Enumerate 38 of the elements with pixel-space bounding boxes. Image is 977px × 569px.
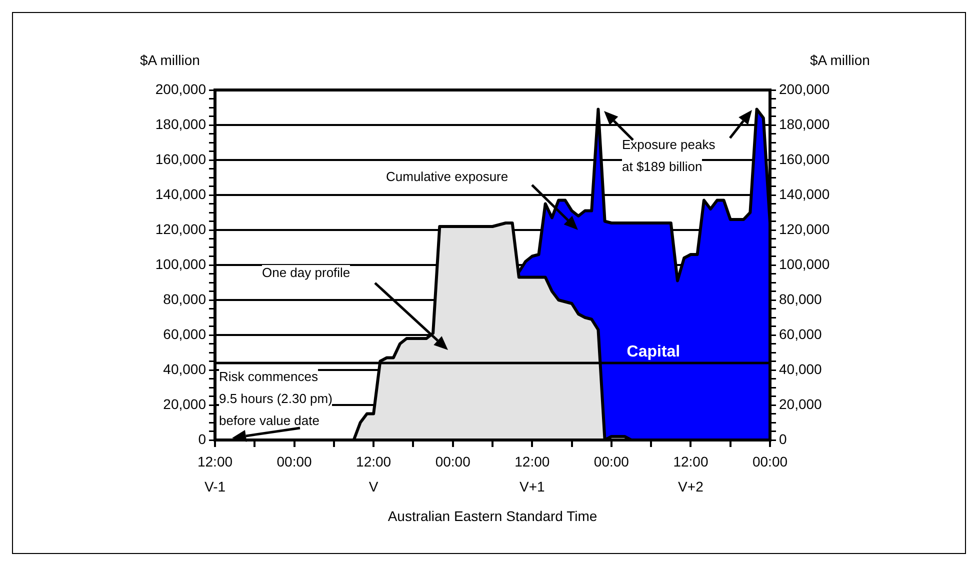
y2-tick-label: 160,000 bbox=[779, 150, 830, 167]
y-tick-label: 120,000 bbox=[155, 220, 206, 237]
y-tick-label: 140,000 bbox=[155, 186, 206, 202]
x-tick-label: 00:00 bbox=[276, 453, 312, 470]
x-tick-label: 12:00 V bbox=[356, 453, 392, 495]
y2-tick-label: 60,000 bbox=[779, 326, 822, 342]
y-tick-label: 100,000 bbox=[155, 256, 206, 272]
annotation: One day profile bbox=[262, 265, 350, 280]
y-tick-label: 0 bbox=[198, 430, 206, 447]
annotation: Exposure peaks at $189 billion bbox=[622, 137, 716, 174]
y-tick-label: 200,000 bbox=[155, 80, 206, 97]
annotation: Cumulative exposure bbox=[386, 169, 508, 184]
annotation: Risk commences 9.5 hours (2.30 pm) before value date bbox=[219, 369, 332, 428]
y2-tick-label: 140,000 bbox=[779, 186, 830, 202]
y2-tick-label: 180,000 bbox=[779, 116, 830, 132]
y-tick-label: 80,000 bbox=[163, 290, 206, 307]
y-tick-label: 60,000 bbox=[163, 326, 206, 342]
y2-tick-label: 100,000 bbox=[779, 256, 830, 272]
ref-line-label: Capital bbox=[626, 343, 680, 360]
y2-tick-label: 40,000 bbox=[779, 360, 822, 377]
y2-tick-label: 200,000 bbox=[779, 80, 830, 97]
x-tick-label: 12:00 V+2 bbox=[673, 453, 708, 495]
y-tick-label: 180,000 bbox=[155, 116, 206, 132]
y2-tick-label: 20,000 bbox=[779, 396, 822, 412]
x-tick-label: 00:00 bbox=[435, 453, 471, 470]
y-axis-title: $A million bbox=[140, 52, 201, 68]
y2-tick-label: 120,000 bbox=[779, 220, 830, 237]
x-axis-title: Australian Eastern Standard Time bbox=[386, 508, 598, 524]
y2-tick-label: 80,000 bbox=[779, 290, 822, 307]
y-tick-label: 40,000 bbox=[163, 360, 206, 377]
y2-axis-title: $A million bbox=[810, 52, 871, 68]
x-tick-label: 00:00 bbox=[594, 453, 630, 470]
y2-tick-label: 0 bbox=[779, 430, 787, 447]
x-tick-label: 00:00 bbox=[752, 453, 788, 470]
x-tick-label: 12:00 V+1 bbox=[514, 453, 550, 495]
y-tick-label: 20,000 bbox=[163, 396, 206, 412]
y-tick-label: 160,000 bbox=[155, 150, 206, 167]
x-tick-label: 12:00 V-1 bbox=[197, 453, 233, 495]
